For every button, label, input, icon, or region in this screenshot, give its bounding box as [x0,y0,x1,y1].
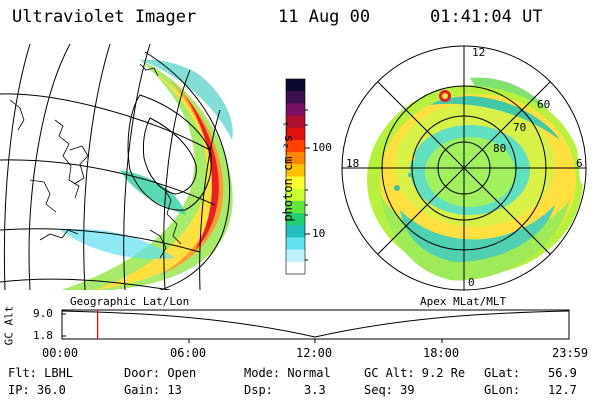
altitude-xtick-1200: 12:00 [296,346,333,360]
status-dsp-value: 3.3 [304,383,326,397]
altitude-ytick-high: 9.0 [33,307,53,320]
colorbar-swatch [286,200,305,214]
colorbar-label: photon cm⁻²s⁻¹ [281,120,295,222]
altitude-xtick-2359: 23:59 [552,346,589,360]
status-gc-alt: GC Alt: 9.2 Re [364,366,466,380]
colorbar-swatch [286,249,305,263]
lat-label-60: 60 [537,98,551,111]
status-door: Door: Open [124,366,197,380]
altitude-xtick-0000: 00:00 [42,346,79,360]
status-glat-label: GLat: [484,366,521,380]
colorbar-swatch [286,127,305,141]
colorbar-tick-10: 10 [312,227,326,240]
colorbar-swatch [286,103,305,117]
status-mode: Mode: Normal [244,366,331,380]
colorbar-swatch [286,115,305,129]
date-label: 11 Aug 00 [278,7,371,27]
status-dsp-label: Dsp: [244,383,273,397]
colorbar-tick-100: 100 [312,141,332,154]
altitude-curve [61,310,570,338]
status-glat-value: 56.9 [548,366,577,380]
colorbar-ticks [305,109,310,261]
lat-label-80: 80 [493,142,507,155]
colorbar [286,79,305,275]
status-gain: Gain: 13 [124,383,182,397]
colorbar-frame [285,78,306,275]
mlt-label-18: 18 [346,157,360,170]
lat-label-70: 70 [513,121,527,134]
apex-label: Apex MLat/MLT [420,295,507,308]
colorbar-swatch [286,176,305,190]
colorbar-swatch [286,213,305,226]
geographic-image [0,44,233,290]
status-glon-label: GLon: [484,383,521,397]
altitude-plot-ticks [62,313,443,343]
colorbar-swatch [286,188,305,202]
colorbar-swatch [286,164,305,178]
polar-grid [341,45,587,291]
altitude-ylabel: GC Alt [2,305,16,346]
status-ip: IP: 36.0 [8,383,66,397]
colorbar-swatch [286,139,305,153]
polar-image [367,77,586,281]
colorbar-swatch [286,152,305,165]
altitude-xtick-0600: 06:00 [170,346,207,360]
colorbar-swatch [286,79,305,92]
status-glon-value: 12.7 [548,383,577,397]
colorbar-swatch [286,261,305,275]
mlt-label-12: 12 [472,46,486,59]
mlt-label-6: 6 [576,157,583,170]
colorbar-swatch [286,91,305,104]
colorbar-swatch [286,237,305,251]
time-label: 01:41:04 UT [430,7,543,27]
status-seq: Seq: 39 [364,383,415,397]
instrument-title: Ultraviolet Imager [12,7,197,27]
mlt-label-0: 0 [468,276,475,289]
geographic-label: Geographic Lat/Lon [70,295,190,308]
status-filter: Flt: LBHL [8,366,74,380]
altitude-ytick-low: 1.8 [33,329,53,342]
altitude-xtick-1800: 18:00 [423,346,460,360]
colorbar-swatch [286,225,305,239]
